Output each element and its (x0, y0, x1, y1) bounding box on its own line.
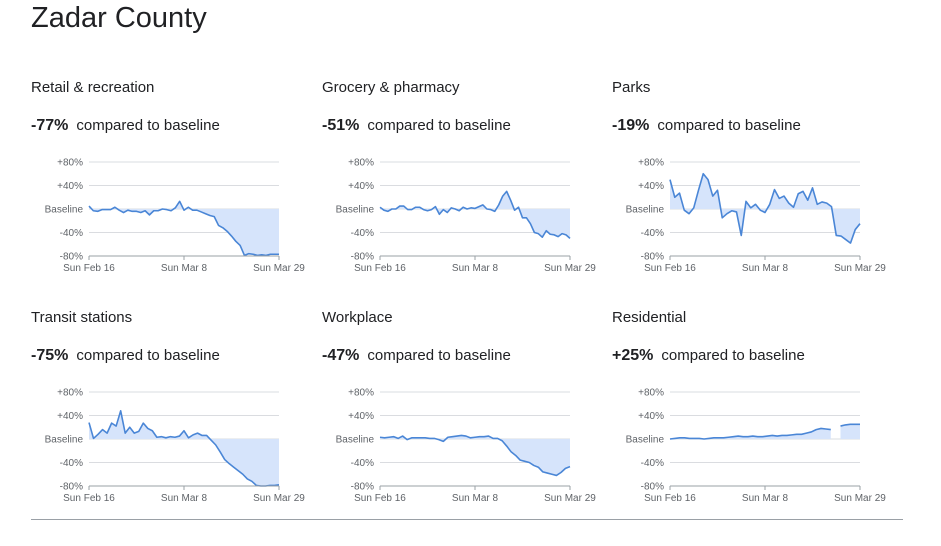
y-tick-label: -80% (60, 482, 83, 493)
panel-stat: -47% compared to baseline (322, 347, 511, 365)
x-tick-label: Sun Mar 8 (161, 493, 208, 504)
panel-title: Parks (612, 79, 651, 96)
mobility-chart: +80% +40% Baseline -40% -80%Sun Feb 16 Sun Ma… (336, 158, 597, 275)
y-tick-label: +40% (638, 181, 664, 192)
x-tick-label: Sun Mar 29 (253, 263, 305, 274)
panel-title: Residential (612, 309, 687, 326)
x-tick-label: Sun Mar 29 (834, 493, 886, 504)
x-tick-label: Sun Feb 16 (644, 493, 696, 504)
y-tick-label: +80% (57, 158, 83, 169)
stat-suffix: compared to baseline (657, 117, 801, 134)
chart-panel-workplace: Workplace -47% compared to baseline +80% +… (322, 309, 612, 519)
x-tick-label: Sun Feb 16 (354, 263, 406, 274)
y-tick-label: Baseline (626, 205, 665, 216)
x-tick-label: Sun Feb 16 (644, 263, 696, 274)
mobility-chart: +80% +40% Baseline -40% -80%Sun Feb 16 Sun Ma… (45, 158, 306, 275)
x-tick-label: Sun Mar 29 (544, 263, 596, 274)
series-line (840, 423, 860, 427)
stat-suffix: compared to baseline (76, 347, 220, 364)
stat-percent: +25% (612, 347, 654, 364)
stat-suffix: compared to baseline (367, 117, 511, 134)
panel-stat: -75% compared to baseline (31, 347, 220, 365)
panel-stat: -19% compared to baseline (612, 117, 801, 135)
panel-title: Retail & recreation (31, 79, 155, 96)
stat-percent: -75% (31, 347, 69, 364)
y-tick-label: -40% (641, 458, 664, 469)
x-tick-label: Sun Mar 29 (544, 493, 596, 504)
y-tick-label: +80% (348, 388, 374, 399)
panel-stat: -51% compared to baseline (322, 117, 511, 135)
chart-panel-residential: Residential +25% compared to baseline +80… (612, 309, 902, 519)
chart-panel-parks: Parks -19% compared to baseline +80% +40% B… (612, 79, 902, 289)
series-area (840, 424, 860, 439)
x-tick-label: Sun Mar 29 (834, 263, 886, 274)
x-tick-label: Sun Feb 16 (63, 263, 115, 274)
y-tick-label: -80% (60, 252, 83, 263)
series-line (379, 190, 571, 239)
y-tick-label: -80% (351, 482, 374, 493)
page-title: Zadar County (31, 2, 207, 34)
x-tick-label: Sun Mar 8 (452, 263, 499, 274)
y-tick-label: Baseline (336, 205, 375, 216)
mobility-chart: +80% +40% Baseline -40% -80%Sun Feb 16 Sun Ma… (45, 388, 306, 505)
panel-stat: -77% compared to baseline (31, 117, 220, 135)
x-tick-label: Sun Mar 8 (742, 493, 789, 504)
series-area (670, 428, 831, 439)
x-tick-label: Sun Feb 16 (63, 493, 115, 504)
stat-percent: -77% (31, 117, 69, 134)
series-area (89, 201, 279, 256)
series-line (669, 172, 861, 244)
series-line (88, 200, 279, 257)
y-tick-label: +80% (638, 388, 664, 399)
stat-percent: -19% (612, 117, 650, 134)
y-tick-label: Baseline (626, 435, 665, 446)
x-tick-label: Sun Mar 8 (742, 263, 789, 274)
series-line (379, 434, 571, 477)
y-tick-label: -40% (641, 228, 664, 239)
y-tick-label: +80% (638, 158, 664, 169)
y-tick-label: -40% (351, 228, 374, 239)
y-tick-label: -40% (351, 458, 374, 469)
y-tick-label: +40% (57, 181, 83, 192)
y-tick-label: +40% (57, 411, 83, 422)
y-tick-label: -80% (641, 252, 664, 263)
y-tick-label: Baseline (336, 435, 375, 446)
x-tick-label: Sun Feb 16 (354, 493, 406, 504)
y-tick-label: Baseline (45, 435, 84, 446)
chart-panel-retail: Retail & recreation -77% compared to base… (31, 79, 321, 289)
y-tick-label: +40% (348, 411, 374, 422)
stat-percent: -47% (322, 347, 360, 364)
panel-title: Grocery & pharmacy (322, 79, 460, 96)
y-tick-label: -80% (641, 482, 664, 493)
mobility-chart: +80% +40% Baseline -40% -80%Sun Feb 16 Sun Ma… (336, 388, 597, 505)
stat-suffix: compared to baseline (661, 347, 805, 364)
y-tick-label: -80% (351, 252, 374, 263)
chart-panel-transit: Transit stations -75% compared to baselin… (31, 309, 321, 519)
series-area (380, 435, 570, 476)
y-tick-label: Baseline (45, 205, 84, 216)
stat-suffix: compared to baseline (367, 347, 511, 364)
series-line (669, 427, 831, 440)
bottom-divider (31, 519, 903, 520)
y-tick-label: +40% (638, 411, 664, 422)
panel-title: Workplace (322, 309, 393, 326)
panel-title: Transit stations (31, 309, 133, 326)
y-tick-label: +80% (348, 158, 374, 169)
mobility-chart: +80% +40% Baseline -40% -80%Sun Feb 16 Sun Ma… (626, 388, 887, 505)
series-area (380, 191, 570, 239)
chart-panel-grocery: Grocery & pharmacy -51% compared to basel… (322, 79, 612, 289)
series-line (88, 410, 280, 487)
y-tick-label: +80% (57, 388, 83, 399)
stat-suffix: compared to baseline (76, 117, 220, 134)
x-tick-label: Sun Mar 29 (253, 493, 305, 504)
x-tick-label: Sun Mar 8 (452, 493, 499, 504)
y-tick-label: +40% (348, 181, 374, 192)
x-tick-label: Sun Mar 8 (161, 263, 208, 274)
panel-stat: +25% compared to baseline (612, 347, 805, 365)
y-tick-label: -40% (60, 228, 83, 239)
mobility-chart: +80% +40% Baseline -40% -80%Sun Feb 16 Sun Ma… (626, 158, 887, 275)
stat-percent: -51% (322, 117, 360, 134)
y-tick-label: -40% (60, 458, 83, 469)
series-area (89, 410, 279, 486)
